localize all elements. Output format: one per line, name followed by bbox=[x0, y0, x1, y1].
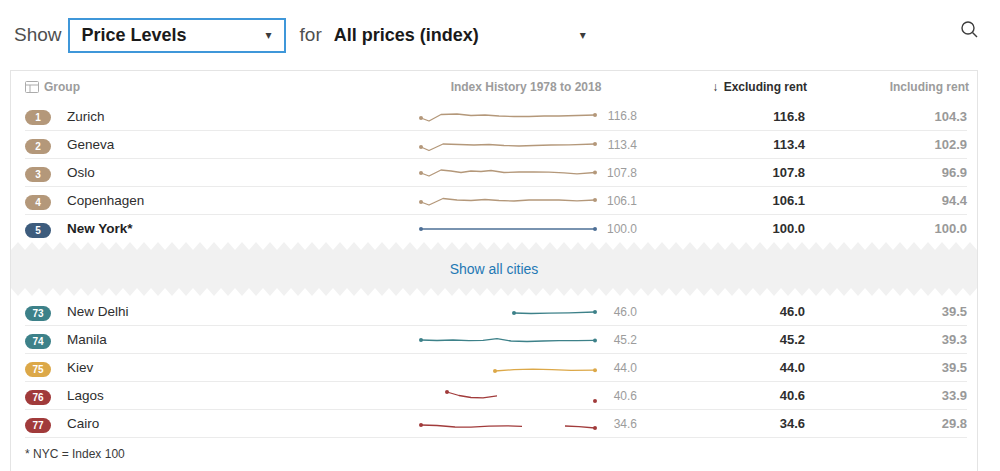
sort-descending-icon: ↓ bbox=[712, 80, 718, 94]
city-name: Copenhagen bbox=[67, 193, 411, 208]
sparkline-value: 44.0 bbox=[591, 361, 637, 375]
table-row-new-york[interactable]: 5 New York* 100.0 100.0 100.0 bbox=[25, 214, 967, 242]
metric-dropdown-value: Price Levels bbox=[82, 25, 187, 46]
city-name: Lagos bbox=[67, 388, 411, 403]
excluding-rent-value: 34.6 bbox=[637, 416, 805, 431]
excluding-rent-value: 46.0 bbox=[637, 304, 805, 319]
sparkline-value: 46.0 bbox=[591, 305, 637, 319]
table-row-copenhagen[interactable]: 4 Copenhagen 106.1 106.1 94.4 bbox=[25, 186, 967, 214]
sparkline-chart bbox=[411, 414, 591, 434]
sparkline-value: 100.0 bbox=[591, 222, 637, 236]
sparkline-chart bbox=[411, 135, 591, 155]
rank-badge: 75 bbox=[25, 362, 51, 377]
show-all-cities-button[interactable]: Show all cities bbox=[450, 261, 539, 277]
group-header-label: Group bbox=[44, 80, 80, 94]
city-name: Cairo bbox=[67, 416, 411, 431]
table-row-new-delhi[interactable]: 73 New Delhi 46.0 46.0 39.5 bbox=[25, 298, 967, 326]
excluding-rent-header-label: Excluding rent bbox=[724, 80, 807, 94]
excluding-rent-value: 116.8 bbox=[637, 109, 805, 124]
city-name: New York* bbox=[67, 221, 411, 236]
sparkline-value: 113.4 bbox=[591, 138, 637, 152]
table-header: Group Index History 1978 to 2018 ↓ Exclu… bbox=[25, 71, 967, 102]
excluding-rent-value: 106.1 bbox=[637, 193, 805, 208]
city-name: Kiev bbox=[67, 360, 411, 375]
footnote: * NYC = Index 100 bbox=[25, 438, 967, 461]
column-header-excluding-rent[interactable]: ↓ Excluding rent bbox=[639, 80, 807, 94]
rank-badge: 2 bbox=[25, 139, 51, 154]
table-row-lagos[interactable]: 76 Lagos 40.6 40.6 33.9 bbox=[25, 382, 967, 410]
toolbar: Show Price Levels ▾ for All prices (inde… bbox=[0, 0, 1000, 56]
excluding-rent-value: 40.6 bbox=[637, 388, 805, 403]
chevron-down-icon: ▾ bbox=[266, 28, 272, 42]
chevron-down-icon: ▾ bbox=[580, 28, 586, 42]
table-row-cairo[interactable]: 77 Cairo 34.6 34.6 29.8 bbox=[25, 410, 967, 438]
bottom-rows-group: 73 New Delhi 46.0 46.0 39.5 74 Manila 45… bbox=[25, 298, 967, 438]
for-label: for bbox=[300, 24, 322, 46]
excluding-rent-value: 45.2 bbox=[637, 332, 805, 347]
excluding-rent-value: 107.8 bbox=[637, 165, 805, 180]
ranking-table-card: Group Index History 1978 to 2018 ↓ Exclu… bbox=[10, 70, 978, 471]
table-grid-icon bbox=[25, 81, 39, 93]
rank-badge: 77 bbox=[25, 418, 51, 433]
sparkline-chart bbox=[411, 163, 591, 183]
excluding-rent-value: 113.4 bbox=[637, 137, 805, 152]
sparkline-chart bbox=[411, 302, 591, 322]
including-rent-value: 104.3 bbox=[805, 109, 967, 124]
sparkline-chart bbox=[411, 191, 591, 211]
including-rent-value: 96.9 bbox=[805, 165, 967, 180]
metric-dropdown[interactable]: Price Levels ▾ bbox=[68, 18, 286, 53]
including-rent-value: 33.9 bbox=[805, 388, 967, 403]
rank-badge: 1 bbox=[25, 110, 51, 125]
sparkline-chart bbox=[411, 386, 591, 406]
table-row-geneva[interactable]: 2 Geneva 113.4 113.4 102.9 bbox=[25, 130, 967, 158]
sparkline-value: 116.8 bbox=[591, 109, 637, 123]
column-header-including-rent[interactable]: Including rent bbox=[807, 80, 969, 94]
including-rent-value: 100.0 bbox=[805, 221, 967, 236]
sparkline-value: 40.6 bbox=[591, 389, 637, 403]
including-rent-value: 39.5 bbox=[805, 360, 967, 375]
rank-badge: 74 bbox=[25, 334, 51, 349]
show-label: Show bbox=[14, 24, 62, 46]
rank-badge: 3 bbox=[25, 167, 51, 182]
scope-dropdown[interactable]: All prices (index) ▾ bbox=[334, 25, 586, 46]
including-rent-value: 102.9 bbox=[805, 137, 967, 152]
including-rent-value: 39.5 bbox=[805, 304, 967, 319]
sparkline-chart bbox=[411, 106, 591, 126]
sparkline-value: 107.8 bbox=[591, 166, 637, 180]
sparkline-value: 34.6 bbox=[591, 417, 637, 431]
rank-badge: 5 bbox=[25, 223, 51, 238]
top-rows-group: 1 Zurich 116.8 116.8 104.3 2 Geneva 113.… bbox=[25, 102, 967, 242]
excluding-rent-value: 44.0 bbox=[637, 360, 805, 375]
sparkline-chart bbox=[411, 358, 591, 378]
search-icon[interactable] bbox=[958, 18, 982, 42]
sparkline-value: 45.2 bbox=[591, 333, 637, 347]
sparkline-value: 106.1 bbox=[591, 194, 637, 208]
city-name: Manila bbox=[67, 332, 411, 347]
torn-edge-bottom bbox=[11, 288, 977, 296]
table-row-oslo[interactable]: 3 Oslo 107.8 107.8 96.9 bbox=[25, 158, 967, 186]
rank-badge: 73 bbox=[25, 306, 51, 321]
including-rent-value: 29.8 bbox=[805, 416, 967, 431]
collapsed-rows-band: Show all cities bbox=[11, 242, 977, 296]
including-rent-value: 94.4 bbox=[805, 193, 967, 208]
sparkline-chart bbox=[411, 330, 591, 350]
city-name: Geneva bbox=[67, 137, 411, 152]
city-name: Oslo bbox=[67, 165, 411, 180]
rank-badge: 4 bbox=[25, 195, 51, 210]
table-row-kiev[interactable]: 75 Kiev 44.0 44.0 39.5 bbox=[25, 354, 967, 382]
scope-dropdown-value: All prices (index) bbox=[334, 25, 479, 46]
including-rent-value: 39.3 bbox=[805, 332, 967, 347]
column-header-history[interactable]: Index History 1978 to 2018 bbox=[413, 80, 639, 94]
city-name: New Delhi bbox=[67, 304, 411, 319]
sparkline-chart bbox=[411, 219, 591, 239]
table-row-manila[interactable]: 74 Manila 45.2 45.2 39.3 bbox=[25, 326, 967, 354]
city-name: Zurich bbox=[67, 109, 411, 124]
torn-edge-top bbox=[11, 242, 977, 250]
table-row-zurich[interactable]: 1 Zurich 116.8 116.8 104.3 bbox=[25, 102, 967, 130]
rank-badge: 76 bbox=[25, 390, 51, 405]
column-header-group[interactable]: Group bbox=[25, 80, 413, 94]
excluding-rent-value: 100.0 bbox=[637, 221, 805, 236]
